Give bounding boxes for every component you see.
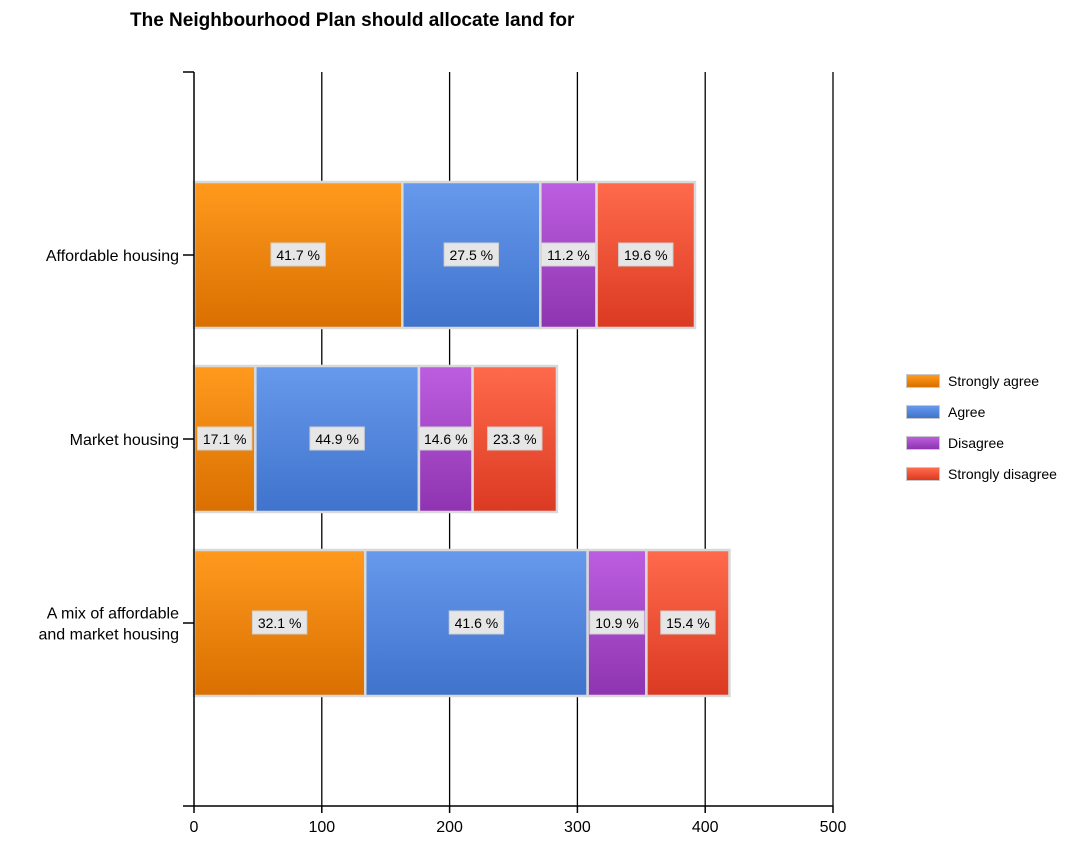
- data-label-agree-2: 41.6 %: [455, 615, 499, 631]
- data-label-disagree-1: 14.6 %: [424, 431, 468, 447]
- x-tick-label-300: 300: [564, 819, 591, 836]
- category-label-line: Market housing: [70, 432, 179, 449]
- data-label-box-strongly-disagree-1: [487, 426, 543, 451]
- legend: Strongly agree Agree Disagree Strongly d…: [906, 365, 1057, 489]
- category-label-0: Affordable housing: [46, 248, 179, 265]
- chart-title: The Neighbourhood Plan should allocate l…: [130, 10, 575, 31]
- data-label-strongly-agree-1: 17.1 %: [203, 431, 247, 447]
- data-label-strongly-disagree-2: 15.4 %: [666, 615, 710, 631]
- legend-item-strongly-agree: Strongly agree: [906, 365, 1057, 396]
- legend-swatch-strongly-disagree: [906, 466, 940, 481]
- data-label-box-strongly-agree-2: [251, 610, 308, 635]
- legend-label-strongly-disagree: Strongly disagree: [948, 465, 1057, 482]
- category-label-1: Market housing: [70, 432, 179, 449]
- legend-item-agree: Agree: [906, 396, 1057, 427]
- data-label-strongly-agree-0: 41.7 %: [276, 247, 320, 263]
- data-label-box-agree-1: [309, 426, 365, 451]
- legend-swatch-disagree: [906, 435, 940, 450]
- data-label-disagree-0: 11.2 %: [547, 247, 590, 263]
- data-label-agree-0: 27.5 %: [450, 247, 494, 263]
- data-label-box-strongly-disagree-2: [660, 610, 716, 635]
- data-label-agree-1: 44.9 %: [315, 431, 359, 447]
- legend-label-disagree: Disagree: [948, 434, 1005, 451]
- legend-swatch-strongly-agree: [906, 373, 940, 388]
- x-tick-label-0: 0: [190, 819, 199, 836]
- legend-item-strongly-disagree: Strongly disagree: [906, 458, 1057, 489]
- legend-label-strongly-agree: Strongly agree: [948, 372, 1040, 389]
- data-label-box-strongly-agree-1: [196, 426, 253, 451]
- data-label-box-agree-2: [448, 610, 505, 635]
- x-tick-label-100: 100: [308, 819, 335, 836]
- x-tick-label-400: 400: [692, 819, 719, 836]
- category-label-line: Affordable housing: [46, 248, 179, 265]
- data-label-strongly-disagree-0: 19.6 %: [624, 247, 668, 263]
- legend-item-disagree: Disagree: [906, 427, 1057, 458]
- legend-swatch-agree: [906, 404, 940, 419]
- data-label-box-strongly-agree-0: [270, 242, 326, 267]
- legend-label-agree: Agree: [948, 403, 986, 420]
- category-label-line: and market housing: [38, 627, 179, 644]
- data-label-box-disagree-2: [589, 610, 645, 635]
- x-tick-label-200: 200: [436, 819, 463, 836]
- category-label-2: A mix of affordable and market housing: [38, 606, 179, 644]
- category-label-line: A mix of affordable: [47, 606, 179, 623]
- data-label-box-agree-0: [443, 242, 500, 267]
- data-label-disagree-2: 10.9 %: [595, 615, 639, 631]
- data-label-strongly-agree-2: 32.1 %: [258, 615, 302, 631]
- data-label-box-strongly-disagree-0: [618, 242, 674, 267]
- x-tick-label-500: 500: [820, 819, 847, 836]
- data-label-strongly-disagree-1: 23.3 %: [493, 431, 537, 447]
